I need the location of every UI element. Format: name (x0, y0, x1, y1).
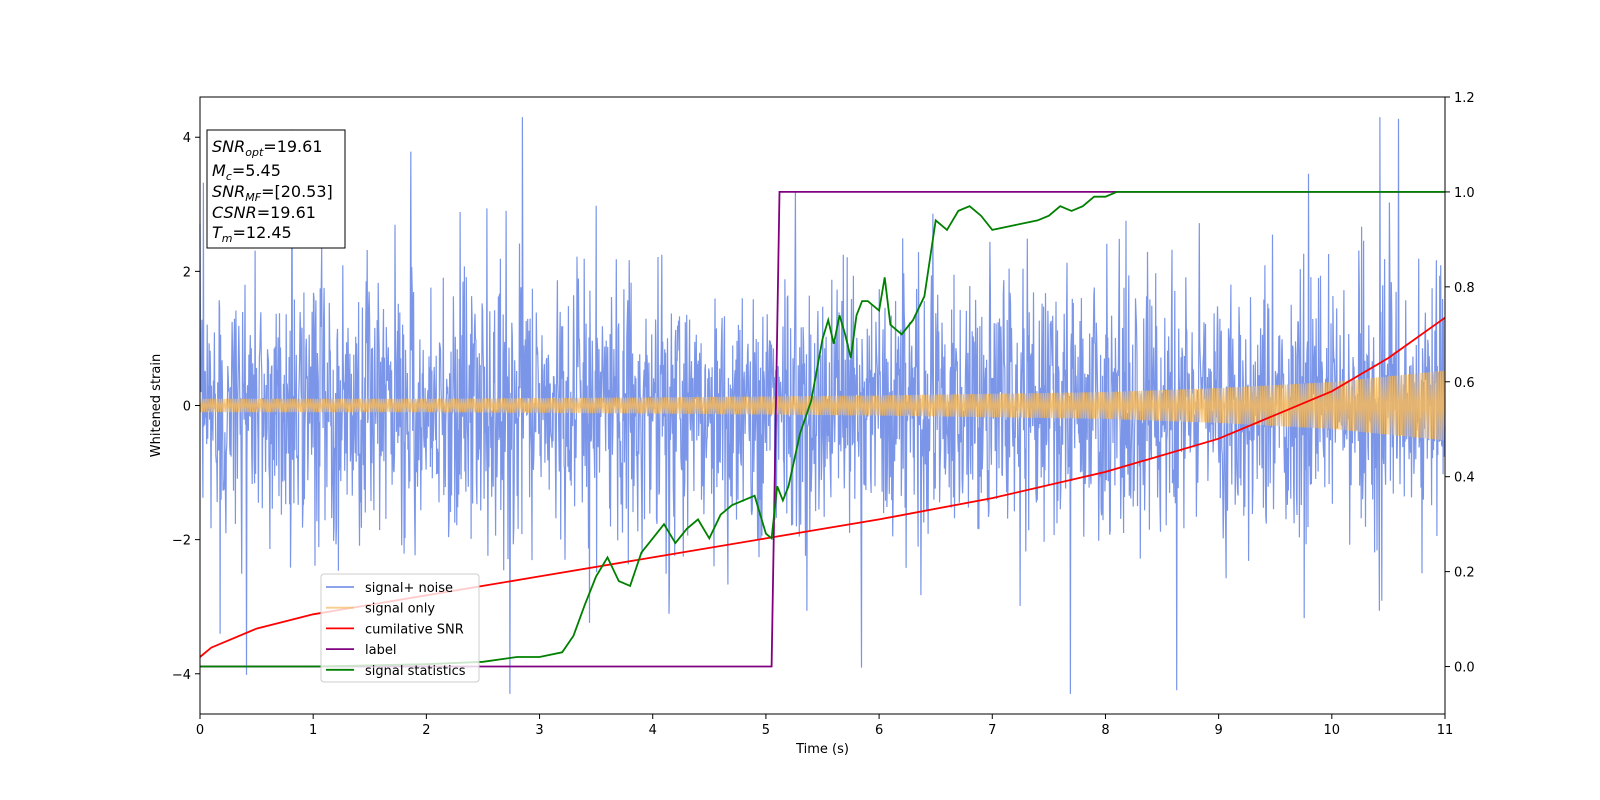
legend: signal+ noise signal only cumilative SNR… (320, 573, 480, 683)
x-tick-label: 7 (988, 723, 996, 738)
y-right-tick-label: 0.2 (1454, 566, 1475, 581)
legend-entry-csnr: cumilative SNR (326, 622, 464, 637)
annotation-csnr: CSNR=19.61 (212, 203, 316, 222)
x-tick-label: 9 (1214, 723, 1222, 738)
legend-frame (320, 573, 480, 683)
annotation-tm: Tm=12.45 (212, 223, 292, 245)
x-axis-label: Time (s) (795, 742, 849, 757)
plot-area (199, 117, 1446, 694)
y-axis-label: Whitened strain (149, 354, 164, 457)
x-tick-label: 6 (875, 723, 883, 738)
y-axis-right: 0.0 0.2 0.4 0.6 0.8 1.0 1.2 (1445, 91, 1475, 676)
x-axis: 0 1 2 3 4 5 6 7 8 9 10 11 (196, 714, 1453, 738)
annotation-frame (206, 129, 346, 249)
x-tick-label: 11 (1437, 723, 1454, 738)
x-tick-label: 3 (535, 723, 543, 738)
series-cumilative-snr (199, 316, 1446, 658)
y-right-tick-label: 1.0 (1454, 186, 1475, 201)
legend-label-csnr: cumilative SNR (365, 622, 464, 637)
y-left-tick-label: −2 (172, 534, 191, 549)
y-axis-left: −4 −2 0 2 4 (172, 131, 200, 683)
x-tick-label: 10 (1324, 723, 1341, 738)
y-left-tick-label: 2 (183, 265, 191, 280)
annotation-box: SNRopt=19.61 Mc=5.45 SNRMF=[20.53] CSNR=… (206, 129, 346, 249)
x-tick-label: 5 (762, 723, 770, 738)
series-label (200, 191, 1445, 668)
series-signal-only (199, 370, 1446, 441)
y-right-tick-label: 1.2 (1454, 91, 1475, 106)
annotation-mc: Mc=5.45 (212, 161, 281, 183)
annotation-snr-opt: SNRopt=19.61 (212, 137, 323, 159)
legend-entry-label: label (326, 643, 396, 658)
series-signal-statistics (200, 191, 1445, 668)
x-tick-label: 8 (1101, 723, 1109, 738)
legend-label-stats: signal statistics (365, 664, 466, 679)
legend-entry-stats: signal statistics (326, 664, 466, 679)
legend-label-label: label (365, 643, 396, 658)
x-tick-label: 0 (196, 723, 204, 738)
legend-entry-noise: signal+ noise (326, 581, 453, 596)
annotation-snr-mf: SNRMF=[20.53] (212, 182, 333, 204)
legend-label-noise: signal+ noise (365, 581, 453, 596)
x-tick-label: 2 (422, 723, 430, 738)
legend-label-signal: signal only (365, 602, 435, 617)
y-left-tick-label: −4 (172, 668, 191, 683)
signal-trace (199, 370, 1446, 441)
legend-entry-signal: signal only (326, 602, 435, 617)
y-left-tick-label: 4 (183, 131, 191, 146)
y-right-tick-label: 0.4 (1454, 471, 1475, 486)
y-right-tick-label: 0.0 (1454, 661, 1475, 676)
y-right-tick-label: 0.6 (1454, 376, 1475, 391)
y-right-tick-label: 0.8 (1454, 281, 1475, 296)
noise-trace (199, 117, 1446, 694)
x-tick-label: 1 (309, 723, 317, 738)
series-signal-noise (199, 117, 1446, 694)
x-tick-label: 4 (649, 723, 657, 738)
y-left-tick-label: 0 (183, 400, 191, 415)
